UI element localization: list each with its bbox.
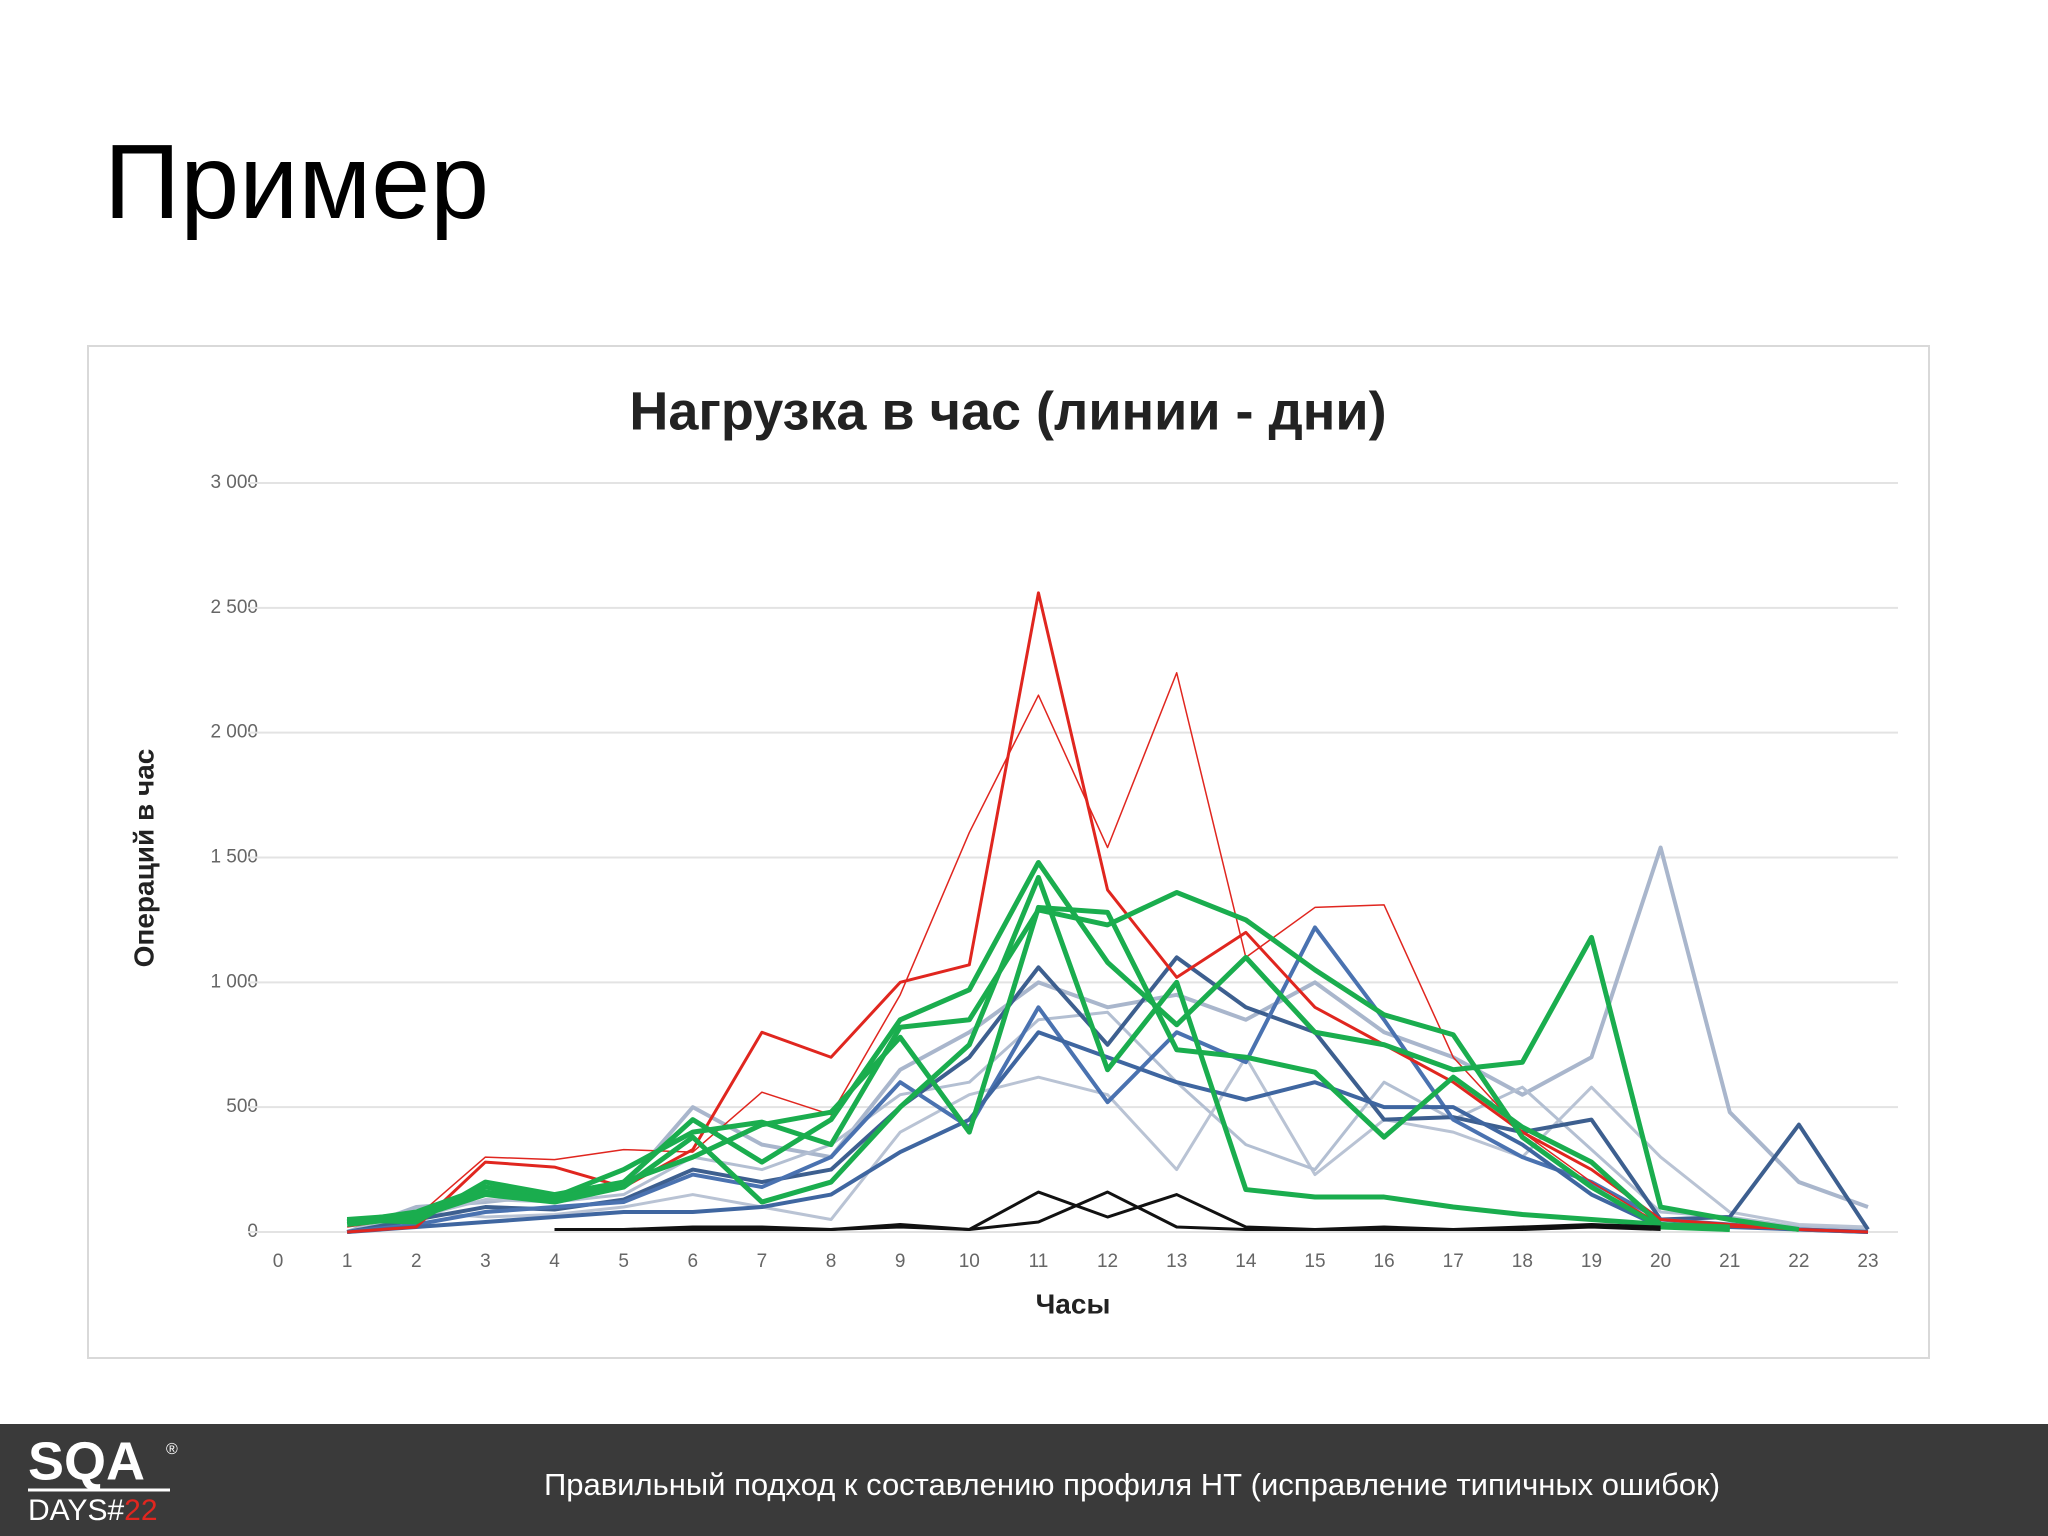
x-tick-label: 11 xyxy=(1029,1251,1049,1272)
x-tick-label: 20 xyxy=(1650,1251,1671,1272)
x-tick-label: 5 xyxy=(618,1251,629,1272)
x-tick-label: 16 xyxy=(1374,1251,1395,1272)
logo-top: SQA xyxy=(28,1431,145,1491)
x-tick-label: 21 xyxy=(1719,1251,1740,1272)
x-tick-label: 14 xyxy=(1235,1251,1257,1272)
x-tick-label: 22 xyxy=(1788,1251,1809,1272)
x-tick-label: 7 xyxy=(757,1251,768,1272)
x-tick-label: 6 xyxy=(687,1251,698,1272)
slide-title: Пример xyxy=(104,123,489,241)
x-tick-label: 9 xyxy=(895,1251,906,1272)
footer-band xyxy=(0,1424,2048,1536)
x-tick-label: 0 xyxy=(273,1251,284,1272)
x-tick-label: 12 xyxy=(1097,1251,1118,1272)
data-line xyxy=(346,1055,1869,1234)
x-axis-label: Часы xyxy=(1036,1288,1111,1319)
logo-number: 22 xyxy=(124,1494,157,1527)
x-tick-label: 10 xyxy=(959,1251,980,1272)
logo-mark: ® xyxy=(166,1441,178,1458)
x-tick-label: 13 xyxy=(1166,1251,1187,1272)
x-tick-label: 2 xyxy=(411,1251,422,1272)
y-tick-label: 1 000 xyxy=(210,971,258,992)
y-tick-label: 3 000 xyxy=(210,472,258,493)
data-line xyxy=(347,671,1869,1233)
y-tick-label: 2 000 xyxy=(210,722,258,743)
y-tick-label: 500 xyxy=(226,1096,258,1117)
x-tick-label: 4 xyxy=(549,1251,560,1272)
data-line xyxy=(554,1190,1661,1231)
logo-days: DAYS# xyxy=(28,1494,124,1527)
x-tick-label: 8 xyxy=(826,1251,837,1272)
data-line xyxy=(346,925,1869,1234)
y-tick-label: 1 500 xyxy=(210,847,258,868)
data-line xyxy=(346,904,1730,1232)
data-line xyxy=(346,1010,1869,1234)
x-tick-label: 19 xyxy=(1581,1251,1602,1272)
data-line xyxy=(346,874,1730,1230)
y-axis-label: Операций в час xyxy=(128,749,159,968)
chart-title: Нагрузка в час (линии - дни) xyxy=(629,381,1386,441)
footer-text: Правильный подход к составлению профиля … xyxy=(544,1467,1720,1502)
x-tick-label: 17 xyxy=(1443,1251,1464,1272)
x-tick-label: 1 xyxy=(342,1251,353,1272)
logo-bottom: DAYS#22 xyxy=(28,1494,158,1527)
x-tick-label: 3 xyxy=(480,1251,491,1272)
y-tick-label: 2 500 xyxy=(210,597,258,618)
x-tick-label: 18 xyxy=(1512,1251,1533,1272)
data-line xyxy=(346,1030,1869,1234)
x-tick-label: 15 xyxy=(1304,1251,1325,1272)
x-tick-label: 23 xyxy=(1857,1251,1878,1272)
